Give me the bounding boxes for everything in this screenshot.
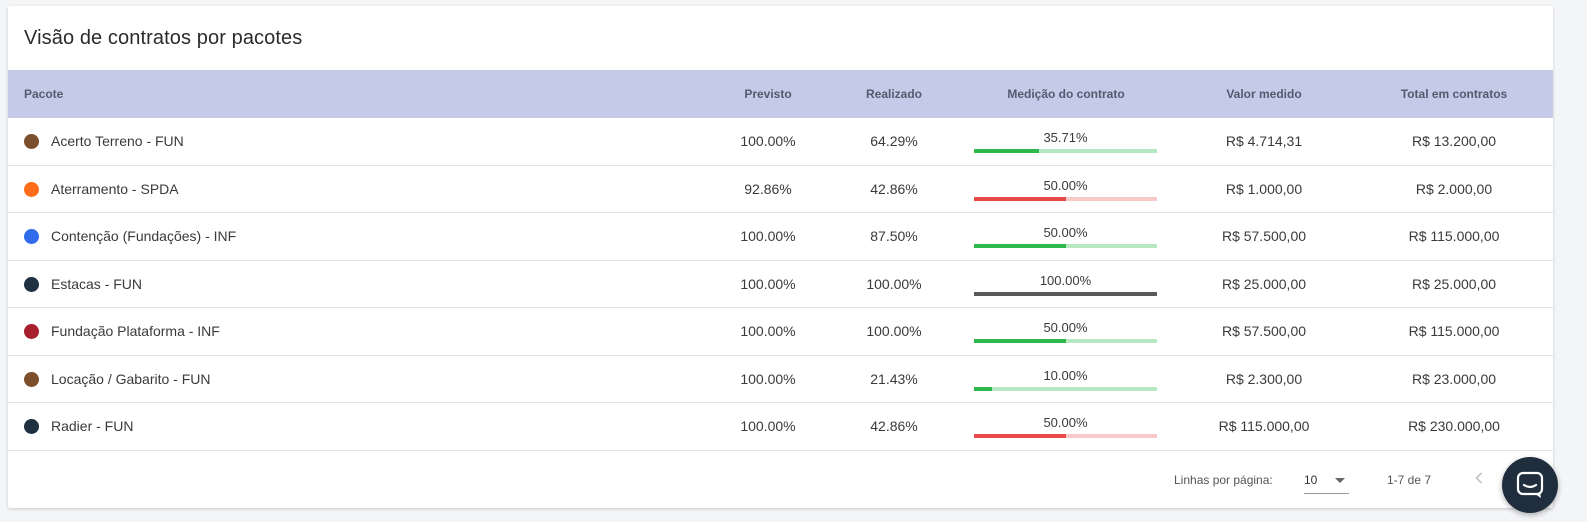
previsto-value: 100.00% bbox=[740, 275, 796, 292]
measurement-bar-fill bbox=[974, 339, 1066, 343]
rows-per-page-label: Linhas por página: bbox=[1174, 473, 1273, 487]
contract-measurement: 50.00% bbox=[974, 403, 1157, 450]
contract-measurement: 35.71% bbox=[974, 118, 1157, 165]
table-row[interactable]: Radier - FUN 100.00% 42.86% 50.00% R$ 115.00… bbox=[8, 403, 1553, 451]
total-contratos-value: R$ 13.200,00 bbox=[1411, 133, 1497, 149]
measurement-bar-track bbox=[974, 386, 1157, 391]
realizado-value: 42.86% bbox=[870, 418, 918, 434]
header-total-contratos[interactable]: Total em contratos bbox=[1400, 87, 1508, 101]
realizado-value: 42.86% bbox=[870, 180, 918, 197]
measurement-bar-track bbox=[974, 244, 1157, 248]
header-pacote[interactable]: Pacote bbox=[24, 87, 64, 101]
header-medicao[interactable]: Medição do contrato bbox=[1007, 87, 1125, 101]
measurement-bar-track bbox=[974, 291, 1157, 296]
header-realizado[interactable]: Realizado bbox=[865, 87, 922, 101]
package-name: Fundação Plataforma - INF bbox=[51, 323, 220, 339]
measurement-bar-track bbox=[974, 339, 1157, 343]
chevron-left-icon bbox=[1475, 472, 1483, 484]
header-previsto[interactable]: Previsto bbox=[744, 87, 792, 101]
contract-measurement: 50.00% bbox=[974, 166, 1157, 213]
valor-medido-value: R$ 2.300,00 bbox=[1225, 370, 1303, 387]
measurement-label: 50.00% bbox=[1043, 320, 1088, 335]
package-color-dot bbox=[24, 324, 39, 339]
measurement-bar-fill bbox=[974, 291, 1157, 296]
chat-button[interactable] bbox=[1502, 457, 1558, 513]
previsto-value: 92.86% bbox=[744, 180, 792, 197]
measurement-bar-track bbox=[974, 196, 1157, 201]
valor-medido-value: R$ 115.000,00 bbox=[1218, 418, 1310, 434]
header-valor-medido[interactable]: Valor medido bbox=[1226, 87, 1302, 101]
table-row[interactable]: Contenção (Fundações) - INF 100.00% 87.50%… bbox=[8, 213, 1553, 261]
measurement-bar-fill bbox=[974, 244, 1066, 248]
package-name: Estacas - FUN bbox=[51, 275, 143, 292]
measurement-label: 100.00% bbox=[1039, 272, 1092, 288]
measurement-label: 50.00% bbox=[1043, 415, 1088, 430]
table-header: Pacote Previsto Realizado Medição do con… bbox=[8, 70, 1553, 118]
previsto-value: 100.00% bbox=[740, 323, 796, 339]
contract-measurement: 10.00% bbox=[974, 356, 1157, 403]
package-name: Locação / Gabarito - FUN bbox=[51, 370, 211, 387]
package-name: Aterramento - SPDA bbox=[51, 180, 179, 197]
total-contratos-value: R$ 23.000,00 bbox=[1411, 370, 1497, 387]
package-name: Contenção (Fundações) - INF bbox=[51, 228, 237, 244]
previsto-value: 100.00% bbox=[740, 418, 796, 434]
measurement-bar-fill bbox=[974, 386, 993, 391]
table-row[interactable]: Aterramento - SPDA 92.86% 42.86% 50.00% R$ 1… bbox=[8, 166, 1553, 213]
caret-down-icon bbox=[1335, 478, 1345, 483]
measurement-bar-track bbox=[974, 434, 1157, 438]
total-contratos-value: R$ 115.000,00 bbox=[1408, 228, 1500, 244]
package-color-dot bbox=[24, 371, 39, 387]
total-contratos-value: R$ 115.000,00 bbox=[1408, 323, 1500, 339]
contract-measurement: 50.00% bbox=[974, 213, 1157, 260]
measurement-label: 50.00% bbox=[1043, 225, 1088, 240]
realizado-value: 87.50% bbox=[870, 228, 918, 244]
total-contratos-value: R$ 2.000,00 bbox=[1415, 180, 1493, 197]
realizado-value: 64.29% bbox=[870, 133, 918, 149]
measurement-bar-track bbox=[974, 149, 1157, 153]
measurement-bar-fill bbox=[974, 149, 1040, 153]
rows-per-page-select[interactable]: 10 bbox=[1304, 466, 1349, 494]
package-color-dot bbox=[24, 134, 39, 149]
measurement-label: 10.00% bbox=[1043, 367, 1088, 383]
package-color-dot bbox=[24, 419, 39, 434]
measurement-bar-fill bbox=[974, 434, 1066, 438]
package-color-dot bbox=[24, 229, 39, 244]
realizado-value: 21.43% bbox=[870, 370, 918, 387]
contract-measurement: 50.00% bbox=[974, 308, 1157, 355]
table-footer: Linhas por página: 10 1-7 de 7 bbox=[8, 451, 1553, 508]
contracts-card: Visão de contratos por pacotes Pacote Pr… bbox=[8, 6, 1553, 508]
package-name: Acerto Terreno - FUN bbox=[51, 133, 184, 149]
valor-medido-value: R$ 25.000,00 bbox=[1221, 275, 1307, 292]
table-row[interactable]: Acerto Terreno - FUN 100.00% 64.29% 35.71% R… bbox=[8, 118, 1553, 166]
previous-page-button[interactable] bbox=[1466, 465, 1492, 491]
measurement-label: 50.00% bbox=[1043, 177, 1088, 193]
valor-medido-value: R$ 57.500,00 bbox=[1221, 228, 1307, 244]
card-title: Visão de contratos por pacotes bbox=[24, 27, 303, 49]
previsto-value: 100.00% bbox=[740, 133, 796, 149]
previsto-value: 100.00% bbox=[740, 228, 796, 244]
contract-measurement: 100.00% bbox=[974, 261, 1157, 308]
valor-medido-value: R$ 4.714,31 bbox=[1225, 133, 1303, 149]
chat-bubble-icon bbox=[1516, 471, 1544, 498]
pagination-range: 1-7 de 7 bbox=[1387, 473, 1432, 487]
table-row[interactable]: Estacas - FUN 100.00% 100.00% 100.00% R$ 25.… bbox=[8, 261, 1553, 308]
valor-medido-value: R$ 1.000,00 bbox=[1225, 180, 1303, 197]
rows-per-page-value: 10 bbox=[1304, 473, 1318, 487]
previsto-value: 100.00% bbox=[740, 370, 796, 387]
realizado-value: 100.00% bbox=[866, 275, 922, 292]
valor-medido-value: R$ 57.500,00 bbox=[1221, 323, 1307, 339]
measurement-label: 35.71% bbox=[1043, 130, 1088, 145]
table-row[interactable]: Fundação Plataforma - INF 100.00% 100.00% 5… bbox=[8, 308, 1553, 356]
table-row[interactable]: Locação / Gabarito - FUN 100.00% 21.43% 10.… bbox=[8, 356, 1553, 403]
total-contratos-value: R$ 230.000,00 bbox=[1408, 418, 1500, 434]
package-name: Radier - FUN bbox=[51, 418, 134, 434]
realizado-value: 100.00% bbox=[866, 323, 922, 339]
measurement-bar-fill bbox=[974, 196, 1066, 201]
package-color-dot bbox=[24, 181, 39, 197]
package-color-dot bbox=[24, 276, 39, 292]
total-contratos-value: R$ 25.000,00 bbox=[1411, 275, 1497, 292]
